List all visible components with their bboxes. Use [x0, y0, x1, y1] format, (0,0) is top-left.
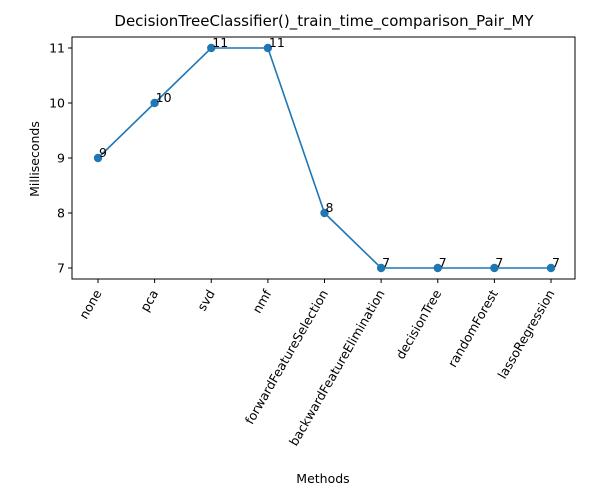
- data-point: [207, 43, 216, 53]
- axes-frame: [71, 36, 576, 280]
- data-label: 7: [552, 255, 560, 270]
- data-point: [320, 208, 329, 218]
- data-point: [433, 263, 442, 273]
- y-tick-label: 8: [57, 206, 65, 221]
- x-axis-label: Methods: [296, 471, 349, 486]
- data-label: 11: [212, 35, 228, 50]
- chart-title: DecisionTreeClassifier()_train_time_comp…: [114, 12, 534, 31]
- data-point: [376, 263, 386, 273]
- data-point: [546, 263, 556, 273]
- data-point: [150, 98, 159, 108]
- x-tick-label: nmf: [249, 286, 275, 315]
- y-axis-label: Milliseconds: [27, 121, 42, 197]
- y-tick-label: 7: [57, 261, 65, 276]
- data-point: [93, 153, 103, 163]
- x-tick-label: lassoRegression: [495, 287, 558, 381]
- y-tick-label: 9: [57, 151, 65, 166]
- data-label: 8: [326, 200, 334, 215]
- data-point: [263, 43, 273, 53]
- data-label: 7: [439, 255, 447, 270]
- data-label: 10: [156, 90, 172, 105]
- data-label: 9: [99, 145, 107, 160]
- data-label: 11: [269, 35, 285, 50]
- x-tick-label: svd: [194, 287, 218, 313]
- y-tick-label: 10: [49, 96, 65, 111]
- data-label: 7: [495, 255, 503, 270]
- x-tick-label: pca: [137, 287, 161, 314]
- y-tick-label: 11: [49, 41, 65, 56]
- x-tick-label: decisionTree: [393, 287, 445, 362]
- series-line: [97, 47, 551, 269]
- x-tick-label: none: [76, 287, 105, 322]
- x-tick-label: backwardFeatureElimination: [286, 287, 388, 448]
- data-label: 7: [382, 255, 390, 270]
- x-tick-label: randomForest: [445, 287, 501, 370]
- data-point: [490, 263, 499, 273]
